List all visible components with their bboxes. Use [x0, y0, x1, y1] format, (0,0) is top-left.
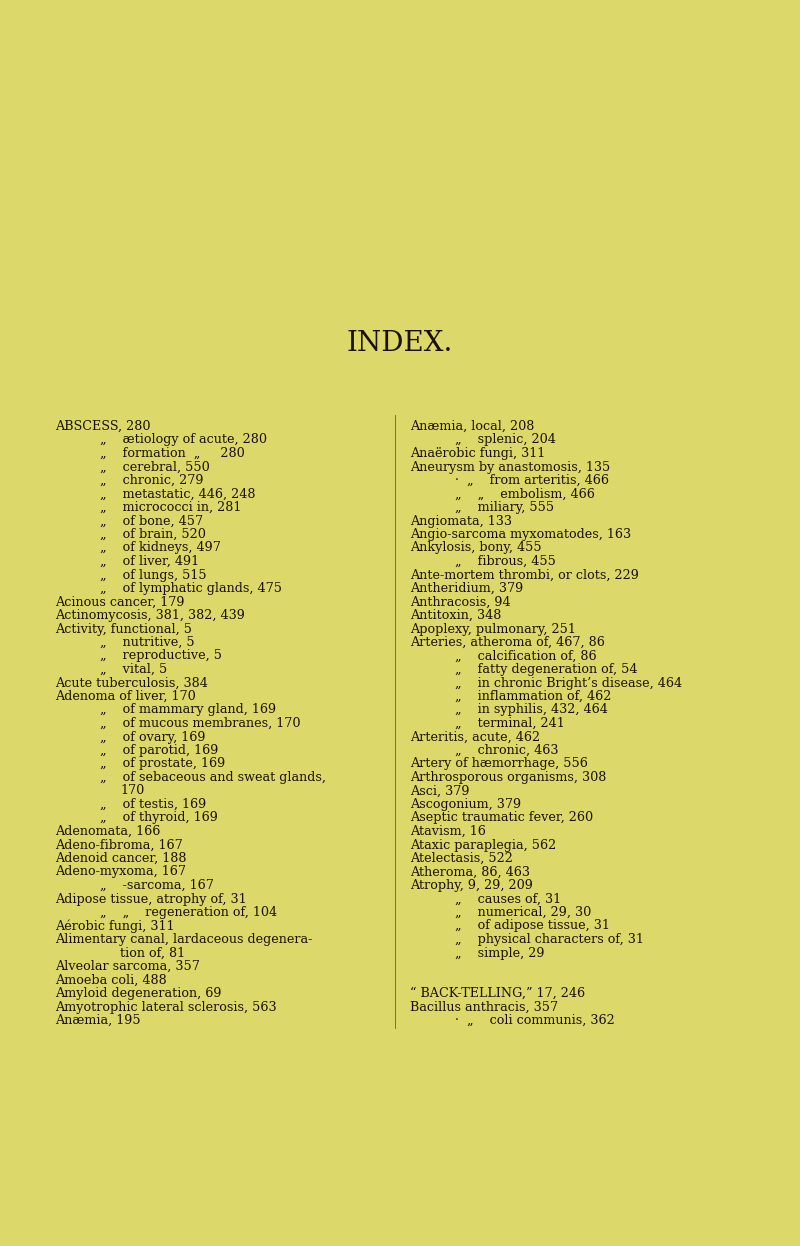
Text: Alveolar sarcoma, 357: Alveolar sarcoma, 357	[55, 959, 200, 973]
Text: „    reproductive, 5: „ reproductive, 5	[100, 649, 222, 663]
Text: „    of liver, 491: „ of liver, 491	[100, 554, 199, 568]
Text: „    of lymphatic glands, 475: „ of lymphatic glands, 475	[100, 582, 282, 596]
Text: Adenoid cancer, 188: Adenoid cancer, 188	[55, 852, 186, 865]
Text: Anæmia, local, 208: Anæmia, local, 208	[410, 420, 534, 434]
Text: 170: 170	[120, 785, 144, 797]
Text: „    of ovary, 169: „ of ovary, 169	[100, 730, 206, 744]
Text: „    ætiology of acute, 280: „ ætiology of acute, 280	[100, 434, 267, 446]
Text: „    miliary, 555: „ miliary, 555	[455, 501, 554, 515]
Text: „    fatty degeneration of, 54: „ fatty degeneration of, 54	[455, 663, 638, 677]
Text: Ankylosis, bony, 455: Ankylosis, bony, 455	[410, 542, 542, 554]
Text: „    of sebaceous and sweat glands,: „ of sebaceous and sweat glands,	[100, 771, 326, 784]
Text: Ascogonium, 379: Ascogonium, 379	[410, 797, 521, 811]
Text: „    causes of, 31: „ causes of, 31	[455, 892, 561, 906]
Text: Arthrosporous organisms, 308: Arthrosporous organisms, 308	[410, 771, 606, 784]
Text: Adeno-myxoma, 167: Adeno-myxoma, 167	[55, 866, 186, 878]
Text: „    inflammation of, 462: „ inflammation of, 462	[455, 690, 611, 703]
Text: Adipose tissue, atrophy of, 31: Adipose tissue, atrophy of, 31	[55, 892, 246, 906]
Text: „    of bone, 457: „ of bone, 457	[100, 515, 203, 527]
Text: „    vital, 5: „ vital, 5	[100, 663, 167, 677]
Text: Anaërobic fungi, 311: Anaërobic fungi, 311	[410, 447, 546, 460]
Text: Atavism, 16: Atavism, 16	[410, 825, 486, 839]
Text: INDEX.: INDEX.	[347, 330, 453, 358]
Text: „    of kidneys, 497: „ of kidneys, 497	[100, 542, 221, 554]
Text: Anæmia, 195: Anæmia, 195	[55, 1014, 141, 1027]
Text: ABSCESS, 280: ABSCESS, 280	[55, 420, 150, 434]
Text: Antheridium, 379: Antheridium, 379	[410, 582, 523, 596]
Text: Arteries, atheroma of, 467, 86: Arteries, atheroma of, 467, 86	[410, 635, 605, 649]
Text: Angiomata, 133: Angiomata, 133	[410, 515, 512, 527]
Text: „    of parotid, 169: „ of parotid, 169	[100, 744, 218, 758]
Text: „    of lungs, 515: „ of lungs, 515	[100, 568, 206, 582]
Text: Actinomycosis, 381, 382, 439: Actinomycosis, 381, 382, 439	[55, 609, 245, 622]
Text: Bacillus anthracis, 357: Bacillus anthracis, 357	[410, 1001, 558, 1013]
Text: Atheroma, 86, 463: Atheroma, 86, 463	[410, 866, 530, 878]
Text: Angio-sarcoma myxomatodes, 163: Angio-sarcoma myxomatodes, 163	[410, 528, 631, 541]
Text: Aérobic fungi, 311: Aérobic fungi, 311	[55, 920, 174, 933]
Text: Atelectasis, 522: Atelectasis, 522	[410, 852, 513, 865]
Text: Adenoma of liver, 170: Adenoma of liver, 170	[55, 690, 196, 703]
Text: „    cerebral, 550: „ cerebral, 550	[100, 461, 210, 473]
Text: „    chronic, 279: „ chronic, 279	[100, 473, 203, 487]
Text: Acinous cancer, 179: Acinous cancer, 179	[55, 596, 185, 608]
Text: Activity, functional, 5: Activity, functional, 5	[55, 623, 192, 635]
Text: „    fibrous, 455: „ fibrous, 455	[455, 554, 556, 568]
Text: Aseptic traumatic fever, 260: Aseptic traumatic fever, 260	[410, 811, 593, 825]
Text: ·  „    coli communis, 362: · „ coli communis, 362	[455, 1014, 614, 1027]
Text: Arteritis, acute, 462: Arteritis, acute, 462	[410, 730, 540, 744]
Text: Adenomata, 166: Adenomata, 166	[55, 825, 160, 839]
Text: „    formation  „     280: „ formation „ 280	[100, 447, 245, 460]
Text: „    of brain, 520: „ of brain, 520	[100, 528, 206, 541]
Text: Asci, 379: Asci, 379	[410, 785, 470, 797]
Text: „    of prostate, 169: „ of prostate, 169	[100, 758, 226, 770]
Text: “ BACK-TELLING,” 17, 246: “ BACK-TELLING,” 17, 246	[410, 987, 585, 1001]
Text: Artery of hæmorrhage, 556: Artery of hæmorrhage, 556	[410, 758, 588, 770]
Text: „    of mammary gland, 169: „ of mammary gland, 169	[100, 704, 276, 716]
Text: „    of thyroid, 169: „ of thyroid, 169	[100, 811, 218, 825]
Text: ·  „    from arteritis, 466: · „ from arteritis, 466	[455, 473, 609, 487]
Text: Atrophy, 9, 29, 209: Atrophy, 9, 29, 209	[410, 878, 533, 892]
Text: Amoeba coli, 488: Amoeba coli, 488	[55, 973, 166, 987]
Text: Acute tuberculosis, 384: Acute tuberculosis, 384	[55, 677, 208, 689]
Text: „    calcification of, 86: „ calcification of, 86	[455, 649, 597, 663]
Text: Aneurysm by anastomosis, 135: Aneurysm by anastomosis, 135	[410, 461, 610, 473]
Text: „    chronic, 463: „ chronic, 463	[455, 744, 558, 758]
Text: „    nutritive, 5: „ nutritive, 5	[100, 635, 194, 649]
Text: Anthracosis, 94: Anthracosis, 94	[410, 596, 510, 608]
Text: „    physical characters of, 31: „ physical characters of, 31	[455, 933, 644, 946]
Text: „    „    embolism, 466: „ „ embolism, 466	[455, 487, 595, 501]
Text: „    terminal, 241: „ terminal, 241	[455, 716, 565, 730]
Text: „    micrococci in, 281: „ micrococci in, 281	[100, 501, 242, 515]
Text: „    of adipose tissue, 31: „ of adipose tissue, 31	[455, 920, 610, 932]
Text: „    simple, 29: „ simple, 29	[455, 947, 545, 959]
Text: Amyotrophic lateral sclerosis, 563: Amyotrophic lateral sclerosis, 563	[55, 1001, 277, 1013]
Text: Ataxic paraplegia, 562: Ataxic paraplegia, 562	[410, 839, 556, 851]
Text: „    in syphilis, 432, 464: „ in syphilis, 432, 464	[455, 704, 608, 716]
Text: „    splenic, 204: „ splenic, 204	[455, 434, 556, 446]
Text: „    in chronic Bright’s disease, 464: „ in chronic Bright’s disease, 464	[455, 677, 682, 689]
Text: „    -sarcoma, 167: „ -sarcoma, 167	[100, 878, 214, 892]
Text: Antitoxin, 348: Antitoxin, 348	[410, 609, 502, 622]
Text: Ante-mortem thrombi, or clots, 229: Ante-mortem thrombi, or clots, 229	[410, 568, 639, 582]
Text: Apoplexy, pulmonary, 251: Apoplexy, pulmonary, 251	[410, 623, 576, 635]
Text: „    numerical, 29, 30: „ numerical, 29, 30	[455, 906, 591, 920]
Text: tion of, 81: tion of, 81	[120, 947, 185, 959]
Text: Amyloid degeneration, 69: Amyloid degeneration, 69	[55, 987, 222, 1001]
Text: Alimentary canal, lardaceous degenera-: Alimentary canal, lardaceous degenera-	[55, 933, 312, 946]
Text: „    of testis, 169: „ of testis, 169	[100, 797, 206, 811]
Text: „    metastatic, 446, 248: „ metastatic, 446, 248	[100, 487, 255, 501]
Text: „    of mucous membranes, 170: „ of mucous membranes, 170	[100, 716, 301, 730]
Text: „    „    regeneration of, 104: „ „ regeneration of, 104	[100, 906, 277, 920]
Text: Adeno-fibroma, 167: Adeno-fibroma, 167	[55, 839, 182, 851]
